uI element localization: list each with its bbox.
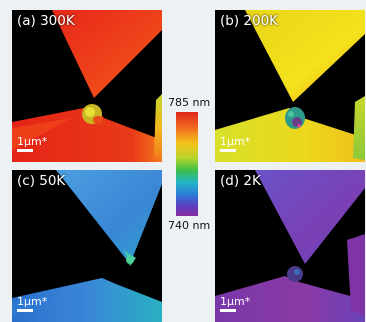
- panel-a-scale-bar: 1μm*: [17, 136, 47, 152]
- panel-b-scale-bar: 1μm*: [220, 136, 250, 152]
- panel-b-scale-line: [220, 149, 236, 152]
- panel-b-scale-label: 1μm*: [220, 135, 251, 148]
- wavelength-colorbar: [176, 112, 198, 216]
- panel-c-scale-bar: 1μm*: [17, 296, 47, 312]
- panel-c-scale-line: [17, 309, 33, 312]
- panel-d-scale-bar: 1μm*: [220, 296, 250, 312]
- panel-d-label: (d) 2K: [220, 173, 261, 189]
- panel-b-image: [215, 10, 365, 162]
- panel-d-image: [215, 170, 365, 322]
- panel-b: (b) 200K 1μm*: [215, 10, 365, 162]
- panel-c-label: (c) 50K: [17, 173, 66, 189]
- panel-a-label: (a) 300K: [17, 13, 75, 29]
- colorbar-bottom-label: 740 nm: [168, 219, 211, 232]
- panel-a: (a) 300K 1μm*: [12, 10, 162, 162]
- panel-d-scale-label: 1μm*: [220, 295, 251, 308]
- colorbar-top-label: 785 nm: [168, 96, 211, 109]
- panel-d-scale-line: [220, 309, 236, 312]
- panel-a-scale-line: [17, 149, 33, 152]
- panel-b-label: (b) 200K: [220, 13, 279, 29]
- panel-c: (c) 50K 1μm*: [12, 170, 162, 322]
- panel-c-scale-label: 1μm*: [17, 295, 48, 308]
- panel-d: (d) 2K 1μm*: [215, 170, 365, 322]
- panel-a-image: [12, 10, 162, 162]
- panel-a-scale-label: 1μm*: [17, 135, 48, 148]
